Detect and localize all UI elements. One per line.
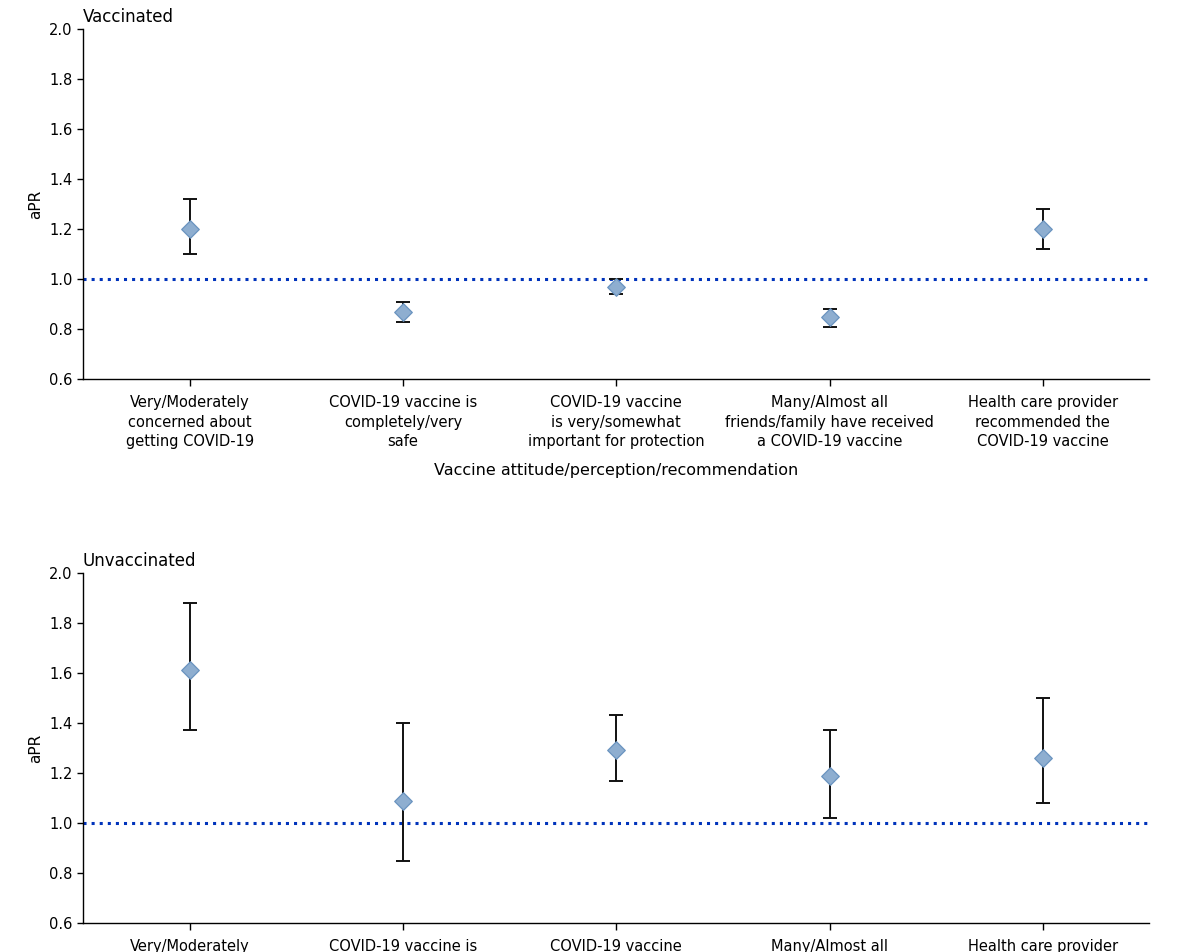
Point [180,222,199,237]
Point [393,305,412,320]
Point [180,663,199,678]
Point [393,793,412,808]
Y-axis label: aPR: aPR [28,733,44,763]
Point [1033,750,1052,765]
X-axis label: Vaccine attitude/perception/recommendation: Vaccine attitude/perception/recommendati… [434,464,799,478]
Text: Unvaccinated: Unvaccinated [83,551,197,569]
Point [607,743,626,758]
Point [607,279,626,294]
Text: Vaccinated: Vaccinated [83,8,174,26]
Point [820,768,839,783]
Point [820,309,839,325]
Y-axis label: aPR: aPR [28,189,44,219]
Point [1033,222,1052,237]
